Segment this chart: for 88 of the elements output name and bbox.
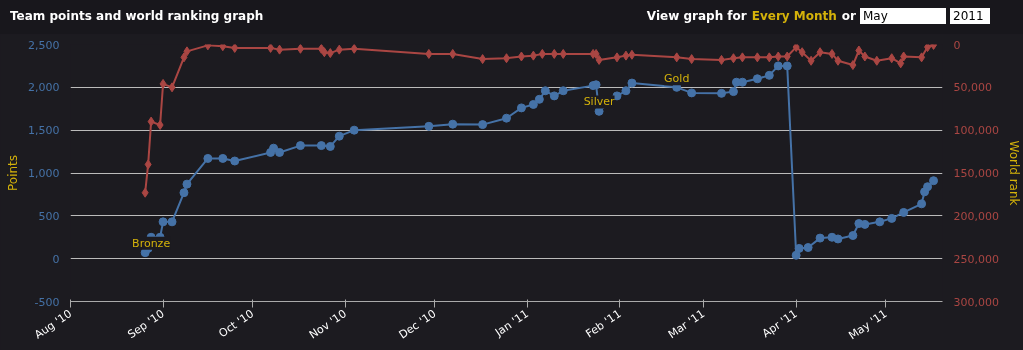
point <box>828 48 836 59</box>
point <box>168 82 176 93</box>
annotation: Gold <box>664 72 690 86</box>
point <box>449 48 457 59</box>
point <box>628 49 636 60</box>
point <box>807 55 815 66</box>
point <box>861 51 869 62</box>
annotation: Silver <box>583 95 615 109</box>
point <box>144 159 152 170</box>
point <box>529 50 537 61</box>
x-tick-label: Mar '11 <box>665 307 708 342</box>
point <box>350 44 358 54</box>
y2-tick-label: 50,000 <box>953 81 992 95</box>
y2-tick-label: 300,000 <box>953 295 999 309</box>
point <box>924 44 932 53</box>
annotation: Bronze <box>132 236 171 250</box>
y2-tick-label: 200,000 <box>953 209 999 223</box>
point <box>900 51 908 62</box>
point <box>320 47 328 58</box>
y2-tick-label: 100,000 <box>953 124 999 138</box>
point <box>231 44 239 53</box>
y2-axis-title: World rank <box>1006 140 1021 206</box>
y-axis-title: Points <box>6 154 21 192</box>
text: 2011 <box>950 8 990 24</box>
x-tick-label: Apr '11 <box>759 307 800 341</box>
point <box>765 52 773 63</box>
x-tick-label: Nov '10 <box>306 307 349 342</box>
y-tick-label: -500 <box>34 295 60 309</box>
text: or <box>841 9 856 23</box>
point <box>479 54 487 65</box>
point <box>774 51 782 62</box>
y-tick-label: 1,500 <box>28 124 60 138</box>
point <box>335 44 343 55</box>
text: View graph for <box>646 9 747 23</box>
point <box>849 60 857 71</box>
x-tick-label: Jan '11 <box>491 307 532 340</box>
x-tick-label: May '11 <box>846 307 890 343</box>
point <box>538 48 546 59</box>
y-tick-label: 1,000 <box>28 167 60 180</box>
point <box>550 48 558 59</box>
y2-tick-label: 0 <box>953 38 961 52</box>
point <box>180 52 188 63</box>
y2-tick-label: 250,000 <box>953 252 999 266</box>
x-tick-label: Oct '10 <box>216 307 257 341</box>
point <box>792 44 800 53</box>
point <box>753 52 761 63</box>
point <box>517 51 525 62</box>
x-tick-label: Sep '10 <box>125 307 167 342</box>
point <box>425 48 433 59</box>
point <box>141 187 149 198</box>
point <box>873 55 881 66</box>
y-tick-label: 0 <box>52 252 60 266</box>
point <box>673 52 681 63</box>
point <box>595 54 603 65</box>
point <box>718 54 726 65</box>
point <box>729 53 737 64</box>
text: May <box>860 8 946 24</box>
point <box>267 44 275 53</box>
point <box>622 50 630 61</box>
point <box>613 52 621 63</box>
point <box>783 51 791 62</box>
point <box>156 120 164 131</box>
x-tick-label: Feb '11 <box>583 307 624 341</box>
point <box>559 48 567 59</box>
y2-tick-label: 150,000 <box>953 167 999 180</box>
x-tick-label: Dec '10 <box>396 307 439 342</box>
y-tick-label: 2,500 <box>28 38 60 52</box>
point <box>219 44 227 52</box>
point <box>798 47 806 58</box>
point <box>688 54 696 65</box>
y-tick-label: 2,000 <box>28 81 60 95</box>
text: Every Month <box>751 9 837 23</box>
x-tick-label: Aug '10 <box>32 307 75 342</box>
y-tick-label: 500 <box>38 209 60 223</box>
point <box>855 45 863 56</box>
point <box>918 52 926 63</box>
point <box>897 58 905 69</box>
chart-title: Team points and world ranking graph <box>10 8 264 25</box>
point <box>738 52 746 63</box>
point <box>816 47 824 58</box>
point <box>296 44 304 54</box>
point <box>159 78 167 89</box>
point <box>888 53 896 64</box>
point <box>147 116 155 127</box>
point <box>183 46 191 57</box>
point <box>276 44 284 55</box>
point <box>326 48 334 59</box>
point <box>834 55 842 66</box>
